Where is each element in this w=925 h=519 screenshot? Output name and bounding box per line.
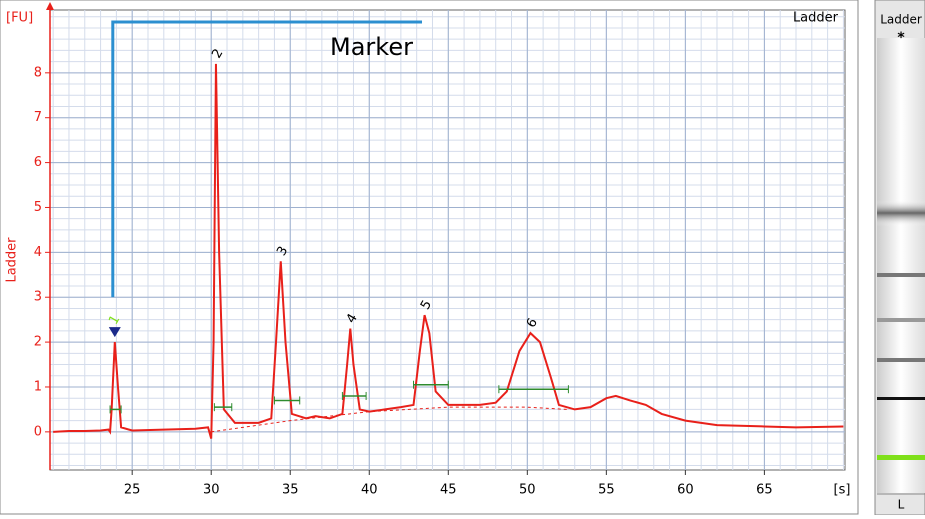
x-tick-label: 25 bbox=[124, 483, 141, 498]
x-unit: [s] bbox=[834, 483, 851, 498]
gel-band bbox=[877, 200, 925, 226]
gel-band bbox=[877, 273, 925, 277]
y-tick-label: 3 bbox=[34, 290, 42, 305]
y-tick-label: 1 bbox=[34, 379, 42, 394]
gel-lane bbox=[877, 38, 925, 493]
chart-title: Ladder bbox=[793, 11, 839, 26]
y-tick-label: 8 bbox=[34, 65, 42, 80]
y-tick-label: 6 bbox=[34, 155, 42, 170]
gel-well: * bbox=[897, 30, 905, 46]
gel-title: Ladder bbox=[880, 13, 922, 27]
y-tick-label: 4 bbox=[34, 245, 42, 260]
screen: 253035404550556065012345678 123456 [FU] … bbox=[0, 0, 925, 515]
x-tick-label: 65 bbox=[756, 483, 773, 498]
gel-band bbox=[877, 358, 925, 362]
marker-annotation: Marker bbox=[330, 33, 413, 61]
y-tick-label: 2 bbox=[34, 335, 42, 350]
plot-area bbox=[50, 10, 845, 470]
gel-panel: Ladder * L bbox=[875, 0, 925, 515]
x-tick-label: 55 bbox=[598, 483, 615, 498]
y-unit: [FU] bbox=[6, 11, 33, 26]
x-tick-label: 35 bbox=[282, 483, 299, 498]
x-tick-label: 30 bbox=[203, 483, 220, 498]
gel-band bbox=[877, 455, 925, 460]
y-tick-label: 0 bbox=[34, 424, 42, 439]
y-tick-label: 7 bbox=[34, 110, 42, 125]
gel-lane-label: L bbox=[898, 498, 905, 512]
y-label: Ladder bbox=[5, 237, 20, 283]
gel-band bbox=[877, 318, 925, 322]
x-tick-label: 60 bbox=[677, 483, 694, 498]
x-tick-label: 40 bbox=[361, 483, 378, 498]
x-tick-label: 45 bbox=[440, 483, 457, 498]
gel-band bbox=[877, 397, 925, 400]
y-tick-label: 5 bbox=[34, 200, 42, 215]
x-tick-label: 50 bbox=[519, 483, 536, 498]
